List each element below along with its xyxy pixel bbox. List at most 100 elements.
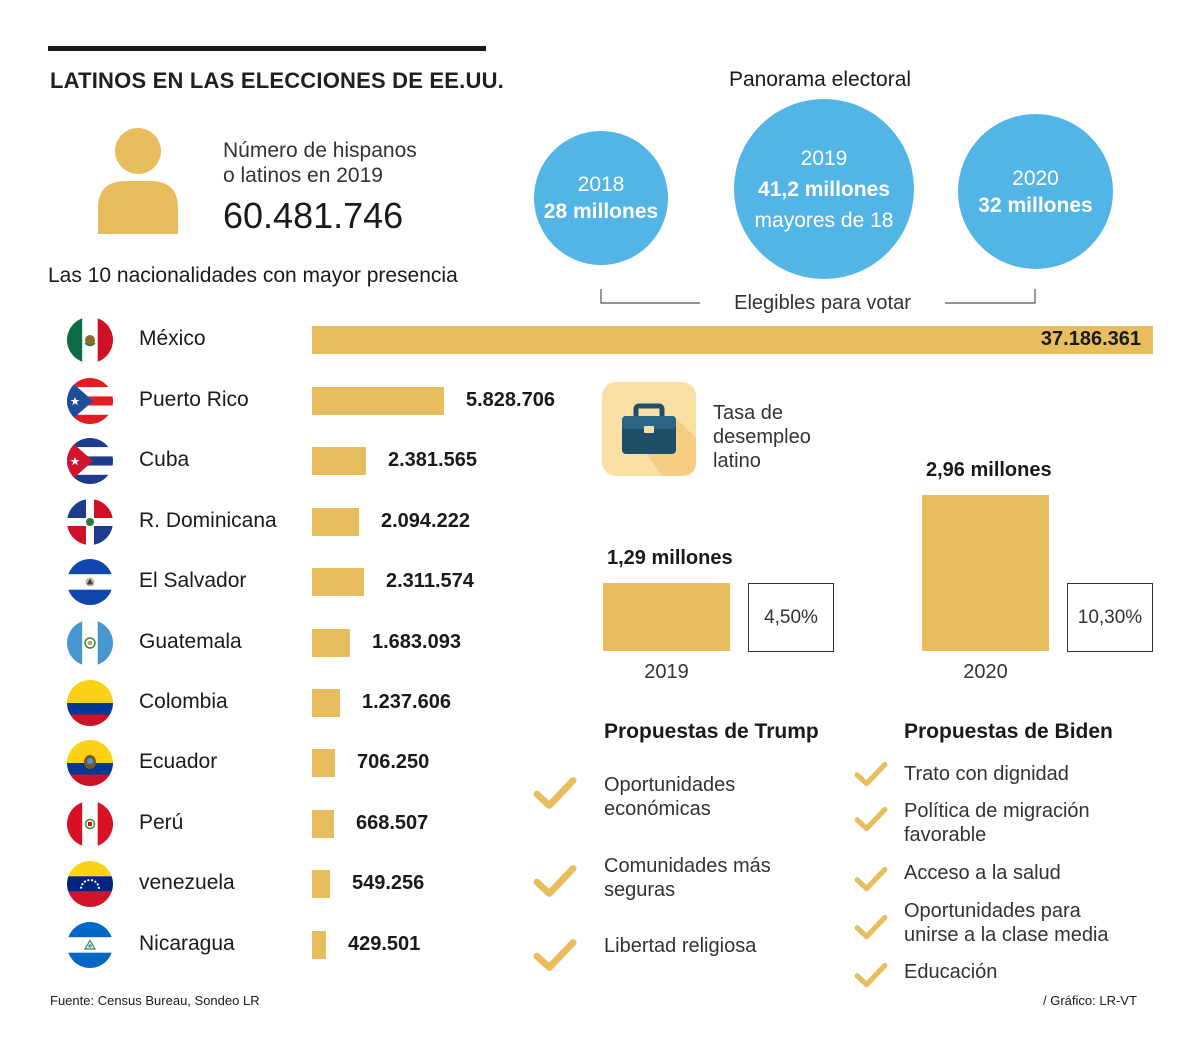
guatemala-flag — [67, 619, 113, 666]
bar-el-salvador — [312, 568, 364, 597]
check-icon — [853, 761, 889, 792]
bar-cuba — [312, 447, 366, 476]
value-label: 2.311.574 — [386, 570, 474, 593]
bar-ecuador — [312, 749, 335, 778]
country-label: Nicaragua — [139, 931, 235, 955]
nationalities-title: Las 10 nacionalidades con mayor presenci… — [48, 264, 458, 287]
el-salvador-flag — [67, 559, 113, 606]
check-icon — [853, 806, 889, 837]
biden-proposal-line: unirse a la clase media — [904, 924, 1109, 946]
value-label: 1.237.606 — [362, 691, 451, 713]
biden-proposal-line: Política de migración — [904, 800, 1090, 822]
unemployment-year-label: 2020 — [963, 661, 1008, 683]
panorama-title: Panorama electoral — [728, 68, 912, 91]
check-icon — [853, 962, 889, 993]
unemployment-bar-2019 — [603, 583, 730, 651]
biden-proposal-item: Acceso a la salud — [904, 861, 1061, 885]
credit-note: / Gráfico: LR-VT — [1043, 993, 1137, 1008]
trump-proposal-item: Oportunidades económicas — [604, 773, 735, 821]
biden-title: Propuestas de Biden — [904, 720, 1113, 743]
unemployment-bar-2020 — [922, 495, 1049, 651]
unemployment-title-line3: latino — [713, 450, 761, 472]
circle-2018-year: 2018 — [577, 173, 625, 196]
check-icon — [532, 864, 578, 903]
population-label-line1: Número de hispanos — [223, 139, 417, 162]
circle-2020-year: 2020 — [1012, 166, 1059, 190]
country-label: Guatemala — [139, 629, 242, 653]
biden-proposal-line: favorable — [904, 824, 987, 846]
bar-colombia — [312, 689, 340, 717]
unemployment-value-label: 2,96 millones — [926, 459, 1052, 481]
mexico-flag — [67, 317, 113, 363]
check-icon — [532, 938, 578, 977]
country-label: Ecuador — [139, 750, 218, 774]
bar-venezuela — [312, 870, 330, 899]
bar-peru — [312, 809, 334, 838]
value-label: 37.186.361 — [1040, 328, 1141, 350]
biden-proposal-item: Trato con dignidad — [904, 762, 1069, 786]
unemployment-title-line2: desempleo — [713, 426, 811, 448]
unemployment-year-label: 2019 — [644, 661, 689, 683]
biden-proposal-line: Oportunidades para — [904, 900, 1081, 922]
nicaragua-flag — [67, 921, 113, 968]
page-title: LATINOS EN LAS ELECCIONES DE EE.UU. — [50, 68, 504, 93]
trump-proposal-item: Libertad religiosa — [604, 934, 756, 958]
circle-2020: 2020 32 millones — [958, 114, 1113, 269]
bar-mexico — [312, 326, 1153, 354]
biden-proposal-item: Educación — [904, 960, 997, 984]
trump-proposal-item: Comunidades más seguras — [604, 854, 771, 902]
colombia-flag — [67, 680, 113, 726]
country-label: R. Dominicana — [139, 508, 277, 532]
value-label: 429.501 — [348, 932, 421, 955]
country-label: El Salvador — [139, 569, 247, 593]
country-label: Perú — [139, 810, 184, 834]
ecuador-flag — [67, 740, 113, 787]
unemployment-rate-box: 10,30% — [1067, 583, 1153, 652]
country-label: venezuela — [139, 871, 235, 895]
population-label: Número de hispanos o latinos en 2019 — [223, 138, 463, 188]
unemployment-value-label: 1,29 millones — [607, 547, 733, 569]
biden-proposal-line: Trato con dignidad — [904, 763, 1069, 785]
biden-proposal-item: Política de migración favorable — [904, 799, 1090, 847]
bar-puerto-rico — [312, 387, 444, 415]
biden-proposal-line: Acceso a la salud — [904, 862, 1061, 884]
peru-flag — [67, 800, 113, 847]
trump-proposal-line: Comunidades más — [604, 855, 771, 877]
unemployment-rate-box: 4,50% — [748, 583, 834, 652]
bar-guatemala — [312, 628, 350, 657]
trump-proposal-line: Libertad religiosa — [604, 935, 757, 957]
cuba-flag — [67, 438, 113, 485]
unemployment-title-line1: Tasa de — [713, 402, 784, 424]
value-label: 668.507 — [356, 811, 429, 834]
circle-2018: 2018 28 millones — [534, 131, 668, 265]
check-icon — [853, 914, 889, 945]
biden-proposal-item: Oportunidades para unirse a la clase medi… — [904, 899, 1109, 947]
source-note: Fuente: Census Bureau, Sondeo LR — [50, 993, 260, 1008]
bar-nicaragua — [312, 930, 326, 959]
value-label: 2.094.222 — [381, 509, 470, 532]
circle-2019-amount: 41,2 millones — [758, 177, 890, 201]
biden-proposal-line: Educación — [904, 961, 998, 983]
venezuela-flag — [67, 861, 113, 908]
country-label: Puerto Rico — [139, 388, 249, 411]
trump-proposal-line: Oportunidades — [604, 774, 736, 796]
country-label: México — [139, 327, 206, 350]
circle-2019-extra: mayores de 18 — [754, 208, 894, 232]
population-value: 60.481.746 — [223, 195, 404, 236]
country-label: Colombia — [139, 690, 228, 713]
circle-2019-year: 2019 — [800, 146, 848, 170]
top-rule — [48, 46, 486, 51]
value-label: 2.381.565 — [388, 449, 477, 472]
circle-2020-amount: 32 millones — [978, 193, 1093, 217]
bar-dominican-republic — [312, 507, 359, 536]
circle-2018-amount: 28 millones — [543, 200, 659, 223]
unemployment-title: Tasa de desempleo latino — [713, 401, 811, 473]
country-label: Cuba — [139, 448, 190, 472]
trump-title: Propuestas de Trump — [604, 720, 819, 743]
value-label: 549.256 — [352, 872, 425, 895]
dominican-republic-flag — [67, 498, 113, 545]
eligible-label: Elegibles para votar — [700, 292, 945, 315]
person-icon — [98, 128, 178, 234]
puerto-rico-flag — [67, 378, 113, 424]
value-label: 5.828.706 — [466, 389, 555, 411]
